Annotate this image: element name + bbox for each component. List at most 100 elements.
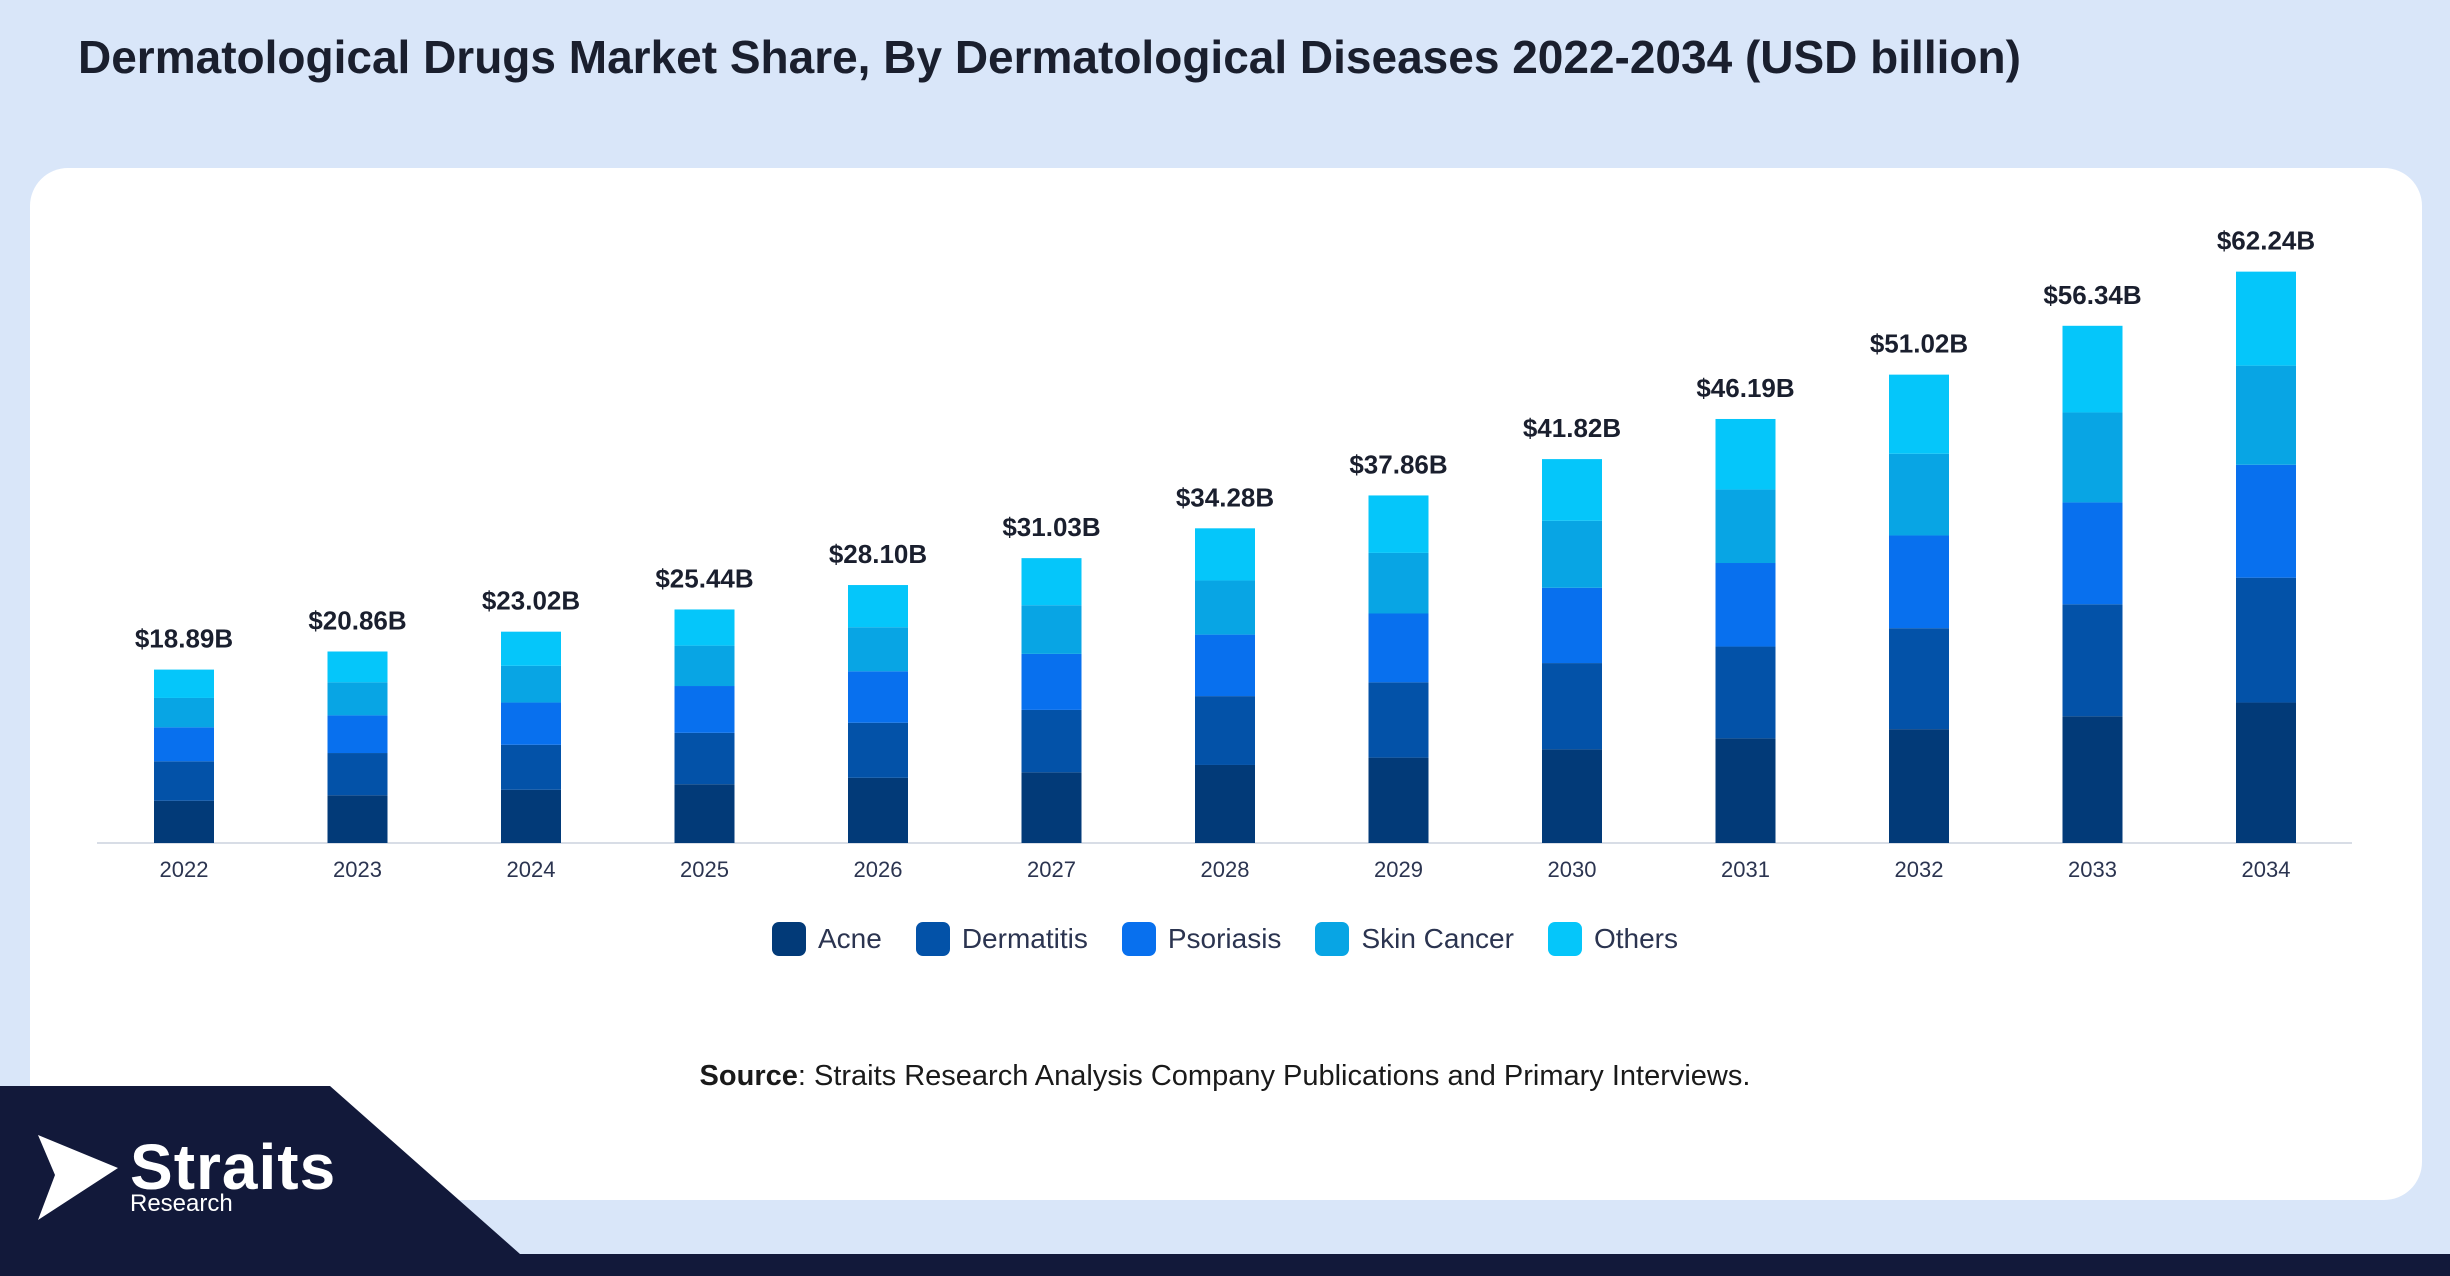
bar-segment-psoriasis-2026 xyxy=(848,671,908,723)
legend-swatch xyxy=(1121,922,1156,956)
total-label-2034: $62.24B xyxy=(2217,226,2315,256)
legend-label: Dermatitis xyxy=(961,923,1088,954)
bar-segment-psoriasis-2022 xyxy=(154,727,214,762)
bar-segment-acne-2030 xyxy=(1542,749,1602,843)
legend-item-psoriasis: Psoriasis xyxy=(1121,922,1282,956)
bar-segment-psoriasis-2029 xyxy=(1368,613,1429,683)
legend-label: Others xyxy=(1593,923,1678,954)
bar-segment-others-2028 xyxy=(1195,528,1255,581)
bar-segment-acne-2034 xyxy=(2236,702,2296,843)
legend-item-dermatitis: Dermatitis xyxy=(915,922,1088,956)
x-tick-label-2027: 2027 xyxy=(1027,857,1076,882)
bar-segment-acne-2027 xyxy=(1021,772,1082,843)
bar-segment-skin-cancer-2034 xyxy=(2236,365,2296,465)
bar-segment-dermatitis-2023 xyxy=(327,753,388,796)
bar-segment-acne-2026 xyxy=(848,777,908,843)
legend-item-acne: Acne xyxy=(772,922,882,956)
bar-segment-psoriasis-2023 xyxy=(327,715,388,754)
bar-segment-others-2027 xyxy=(1021,558,1082,606)
bar-segment-dermatitis-2024 xyxy=(501,744,561,790)
total-label-2031: $46.19B xyxy=(1696,373,1794,403)
x-tick-label-2034: 2034 xyxy=(2242,857,2291,882)
source-label: Source xyxy=(699,1060,798,1092)
bar-segment-dermatitis-2028 xyxy=(1195,696,1255,765)
bar-segment-psoriasis-2033 xyxy=(2062,502,2123,605)
bar-segment-others-2022 xyxy=(154,669,214,698)
bar-segment-skin-cancer-2024 xyxy=(501,665,561,703)
bar-segment-acne-2028 xyxy=(1195,764,1255,843)
chart-title: Dermatological Drugs Market Share, By De… xyxy=(78,31,2021,83)
bar-segment-others-2025 xyxy=(674,609,735,646)
bar-segment-skin-cancer-2025 xyxy=(674,645,735,687)
total-label-2027: $31.03B xyxy=(1002,512,1100,542)
x-tick-label-2028: 2028 xyxy=(1201,857,1250,882)
legend-label: Acne xyxy=(818,923,882,954)
bar-segment-others-2023 xyxy=(327,651,388,683)
bar-segment-dermatitis-2034 xyxy=(2236,577,2296,703)
legend-swatch xyxy=(1315,922,1350,956)
total-label-2029: $37.86B xyxy=(1349,449,1447,479)
bar-segment-skin-cancer-2023 xyxy=(327,682,388,716)
total-label-2022: $18.89B xyxy=(135,624,233,654)
x-tick-label-2031: 2031 xyxy=(1721,857,1770,882)
bar-segment-others-2032 xyxy=(1889,374,1949,454)
x-tick-label-2022: 2022 xyxy=(160,857,209,882)
x-tick-label-2026: 2026 xyxy=(854,857,903,882)
bar-segment-acne-2025 xyxy=(674,784,735,843)
source-note: Source: Straits Research Analysis Compan… xyxy=(0,1060,2450,1093)
bar-segment-acne-2031 xyxy=(1715,738,1776,843)
bar-segment-skin-cancer-2032 xyxy=(1889,453,1949,536)
bar-segment-acne-2032 xyxy=(1889,729,1949,843)
legend-label: Skin Cancer xyxy=(1361,923,1514,954)
bar-segment-psoriasis-2025 xyxy=(674,686,735,733)
bar-segment-dermatitis-2032 xyxy=(1889,628,1949,730)
bar-segment-skin-cancer-2022 xyxy=(154,697,214,728)
bar-segment-others-2024 xyxy=(501,631,561,666)
bar-segment-psoriasis-2024 xyxy=(501,702,561,745)
legend-swatch xyxy=(915,922,950,956)
source-text: : Straits Research Analysis Company Publ… xyxy=(797,1060,1751,1092)
bar-segment-dermatitis-2022 xyxy=(154,761,214,801)
bar-segment-acne-2029 xyxy=(1368,757,1429,843)
bar-segment-others-2031 xyxy=(1715,418,1776,490)
legend-label: Psoriasis xyxy=(1167,923,1282,954)
bar-segment-dermatitis-2031 xyxy=(1715,646,1776,739)
bar-segment-skin-cancer-2027 xyxy=(1021,605,1082,654)
bar-segment-skin-cancer-2031 xyxy=(1715,489,1776,564)
bar-segment-psoriasis-2031 xyxy=(1715,563,1776,647)
bar-segment-skin-cancer-2028 xyxy=(1195,580,1255,635)
logo-sub: Research xyxy=(130,1190,233,1217)
x-tick-label-2029: 2029 xyxy=(1374,857,1423,882)
legend-item-skin-cancer: Skin Cancer xyxy=(1315,922,1514,956)
total-label-2032: $51.02B xyxy=(1870,329,1968,359)
bar-segment-others-2033 xyxy=(2062,325,2123,413)
total-label-2025: $25.44B xyxy=(655,563,753,593)
bar-segment-psoriasis-2030 xyxy=(1542,587,1602,664)
x-tick-label-2023: 2023 xyxy=(333,857,382,882)
bar-segment-skin-cancer-2029 xyxy=(1368,552,1429,614)
legend-item-others: Others xyxy=(1547,922,1678,956)
x-tick-label-2030: 2030 xyxy=(1548,857,1597,882)
bar-segment-skin-cancer-2030 xyxy=(1542,520,1602,588)
total-label-2026: $28.10B xyxy=(829,539,927,569)
x-tick-label-2025: 2025 xyxy=(680,857,729,882)
bar-segment-psoriasis-2034 xyxy=(2236,464,2296,578)
bar-segment-psoriasis-2028 xyxy=(1195,634,1255,697)
x-tick-label-2033: 2033 xyxy=(2068,857,2117,882)
bar-segment-dermatitis-2026 xyxy=(848,722,908,778)
logo-name: Straits xyxy=(130,1131,337,1203)
bar-segment-others-2034 xyxy=(2236,271,2296,366)
bar-segment-others-2029 xyxy=(1368,495,1429,553)
chart-legend: Acne Dermatitis Psoriasis Skin Cancer Others xyxy=(0,922,2450,956)
bar-segment-psoriasis-2027 xyxy=(1021,653,1082,710)
bar-segment-dermatitis-2030 xyxy=(1542,663,1602,750)
bar-segment-skin-cancer-2026 xyxy=(848,627,908,672)
bar-segment-acne-2022 xyxy=(154,800,214,843)
bar-segment-dermatitis-2025 xyxy=(674,732,735,785)
bar-segment-acne-2024 xyxy=(501,789,561,843)
total-label-2030: $41.82B xyxy=(1523,413,1621,443)
legend-swatch xyxy=(772,922,806,956)
bar-segment-others-2030 xyxy=(1542,459,1602,521)
total-label-2024: $23.02B xyxy=(482,586,580,616)
